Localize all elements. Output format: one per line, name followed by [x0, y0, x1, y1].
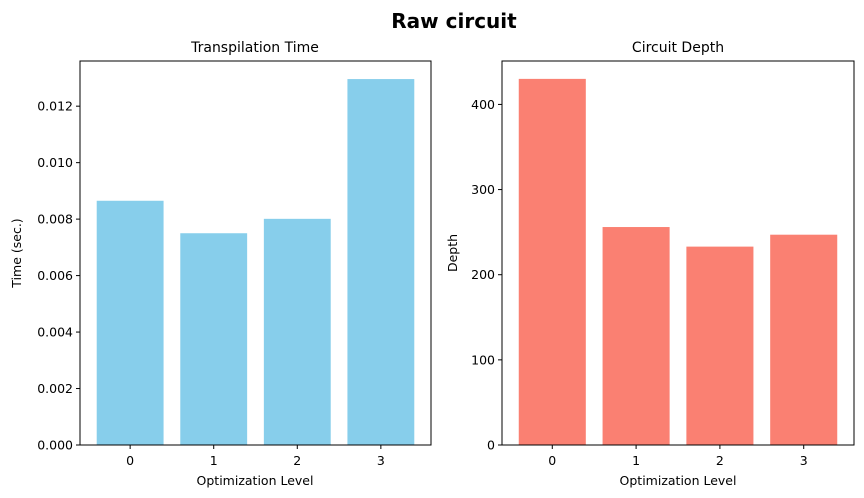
- axes-frame: [501, 60, 855, 446]
- y-tick-label: 0.010: [37, 155, 73, 170]
- x-tick-label: 0: [126, 453, 134, 468]
- y-tick-label: 0.002: [37, 381, 73, 396]
- panel-title: Circuit Depth: [632, 40, 724, 56]
- bar-0: [518, 78, 586, 446]
- y-tick-label: 300: [471, 182, 495, 197]
- x-tick-label: 1: [632, 453, 640, 468]
- x-tick-label: 0: [548, 453, 556, 468]
- bar-1: [180, 233, 248, 445]
- plot-area-depth: 0 1 2 3 0 100 200 300 400: [471, 60, 855, 468]
- y-tick-label: 0.012: [37, 99, 73, 114]
- y-tick-label: 0.000: [37, 438, 73, 453]
- figure-title: Raw circuit: [391, 9, 517, 33]
- y-axis-label: Depth: [445, 234, 460, 272]
- x-tick-label: 1: [210, 453, 218, 468]
- y-tick-label: 0.006: [37, 268, 73, 283]
- bar-2: [263, 218, 331, 445]
- x-tick-label: 3: [377, 453, 385, 468]
- y-tick-label: 0.008: [37, 212, 73, 227]
- panel-circuit-depth: Circuit Depth Optimization Level Depth 0…: [445, 40, 855, 488]
- y-tick-label: 100: [471, 352, 495, 367]
- x-tick-label: 2: [716, 453, 724, 468]
- x-axis-label: Optimization Level: [620, 473, 737, 488]
- y-tick-label: 0: [487, 438, 495, 453]
- panel-transpilation-time: Transpilation Time Optimization Level Ti…: [9, 40, 432, 488]
- axes-frame: [79, 60, 432, 446]
- panel-title: Transpilation Time: [190, 40, 319, 56]
- bar-2: [686, 246, 754, 445]
- bar-0: [96, 200, 164, 445]
- bar-1: [602, 227, 670, 445]
- y-axis-label: Time (sec.): [9, 218, 24, 288]
- x-tick-label: 2: [293, 453, 301, 468]
- y-tick-label: 400: [471, 97, 495, 112]
- plot-area-time: 0 1 2 3 0.000 0.002 0.004 0.006 0.008 0.010 0.012: [37, 60, 432, 468]
- x-axis-label: Optimization Level: [197, 473, 314, 488]
- bar-3: [347, 79, 415, 445]
- y-tick-label: 200: [471, 267, 495, 282]
- y-tick-label: 0.004: [37, 325, 73, 340]
- x-tick-label: 3: [800, 453, 808, 468]
- bar-3: [770, 234, 838, 445]
